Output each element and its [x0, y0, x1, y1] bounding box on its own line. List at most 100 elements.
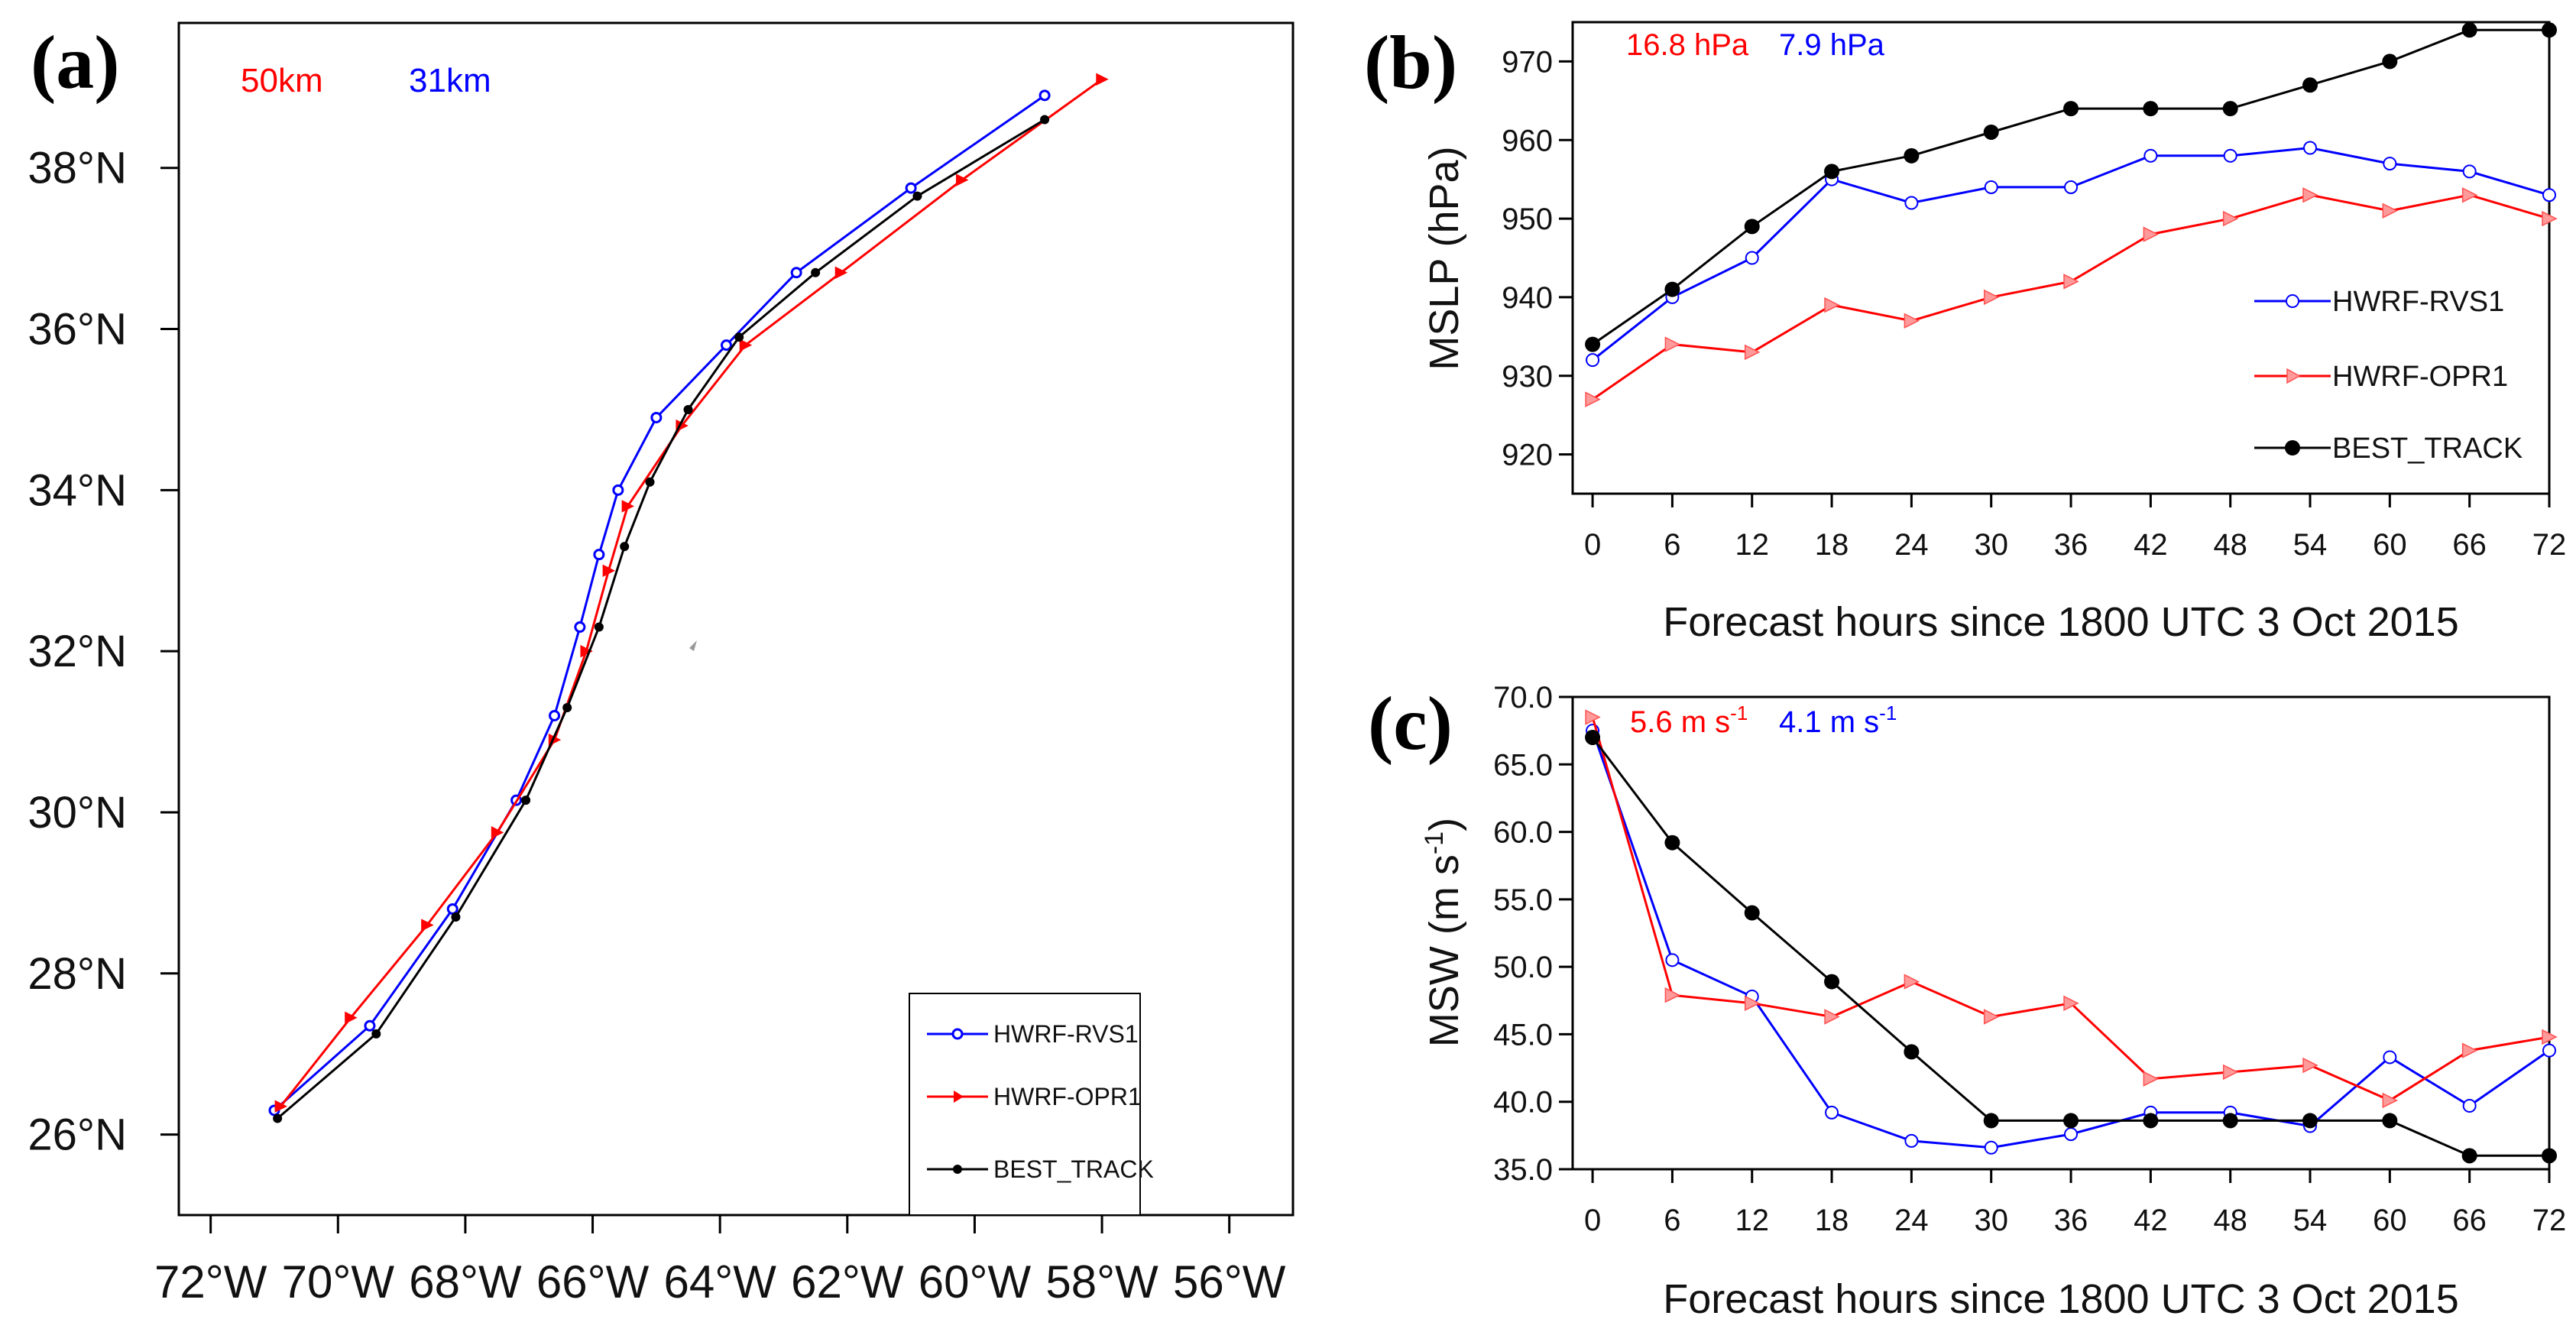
y-tick-label-36-n: 36°N	[28, 305, 127, 355]
y-tick-label-930: 930	[1502, 360, 1553, 394]
point-best-track-30	[1983, 124, 1999, 140]
series-line-best-track	[1591, 737, 2549, 1157]
point-hwrf-opr1-72	[2542, 210, 2558, 227]
x-tick-label-62-w: 62°W	[791, 1256, 904, 1308]
point-hwrf-rvs1-8	[650, 411, 663, 423]
point-hwrf-opr1-12	[1744, 995, 1761, 1012]
point-best-track-5	[594, 622, 604, 632]
x-tick-label-56-w: 56°W	[1173, 1256, 1286, 1308]
y-tick-label-50-0: 50.0	[1493, 951, 1553, 984]
point-hwrf-opr1-66	[2461, 1042, 2478, 1058]
panel-c-x-axis-title: Forecast hours since 1800 UTC 3 Oct 2015	[1663, 1276, 2459, 1322]
point-hwrf-rvs1-60	[2383, 157, 2397, 171]
x-tick-label-24: 24	[1894, 1204, 1929, 1237]
legend-label-opr1: HWRF-OPR1	[993, 1083, 1142, 1110]
x-tick-label-72: 72	[2532, 528, 2567, 562]
point-hwrf-rvs1-36	[2064, 180, 2079, 194]
legend-marker-opr1	[2286, 368, 2301, 384]
point-best-track-42	[2143, 1113, 2159, 1129]
point-best-track-24	[1904, 1044, 1920, 1060]
point-best-track-8	[683, 404, 693, 414]
x-tick-label-12: 12	[1735, 1204, 1769, 1237]
legend-marker-rvs1	[2286, 294, 2299, 308]
point-best-track-66	[2461, 1148, 2477, 1164]
point-best-track-54	[2302, 1113, 2318, 1129]
legend-box	[909, 993, 1141, 1216]
point-best-track-1	[371, 1029, 381, 1039]
x-tick-label-48: 48	[2213, 1204, 2247, 1237]
point-best-track-9	[734, 332, 744, 342]
point-hwrf-opr1-18	[1824, 297, 1840, 313]
x-tick-label-30: 30	[1974, 528, 2008, 562]
point-best-track-30	[1983, 1113, 1999, 1129]
point-best-track-6	[1664, 835, 1680, 851]
point-best-track-6	[1664, 281, 1680, 297]
panel-b-x-axis: 0 6 12 18 24 30 36 42 48 54 60 66 72	[1584, 494, 2566, 562]
point-hwrf-rvs1-42	[2143, 148, 2158, 163]
point-hwrf-opr1-30	[1983, 1009, 2000, 1025]
x-tick-label-72: 72	[2532, 1204, 2567, 1237]
x-tick-label-6: 6	[1664, 528, 1680, 562]
point-hwrf-rvs1-72	[2542, 188, 2556, 203]
x-tick-label-60: 60	[2373, 528, 2407, 562]
point-hwrf-opr1-0	[274, 1100, 287, 1113]
x-tick-label-66: 66	[2452, 1204, 2487, 1237]
point-best-track-11	[912, 191, 922, 201]
point-hwrf-opr1-72	[2542, 1029, 2558, 1045]
point-best-track-0	[1585, 336, 1601, 352]
legend-label-rvs1: HWRF-RVS1	[993, 1020, 1139, 1048]
point-hwrf-opr1-48	[2222, 1064, 2239, 1081]
point-hwrf-opr1-36	[2063, 274, 2079, 290]
panel-b-series	[1585, 22, 2558, 407]
point-best-track-12	[1040, 115, 1050, 125]
point-best-track-0	[273, 1113, 283, 1123]
panel-a-y-axis: 26°N 28°N 30°N 32°N 34°N 36°N 38°N	[28, 144, 179, 1160]
point-best-track-72	[2542, 1148, 2557, 1164]
point-hwrf-rvs1-12	[1745, 251, 1759, 265]
point-best-track-6	[620, 542, 630, 552]
point-hwrf-rvs1-48	[2223, 148, 2237, 163]
legend-marker-rvs1	[951, 1028, 964, 1040]
legend-label-rvs1: HWRF-RVS1	[2332, 286, 2504, 318]
x-tick-label-60-w: 60°W	[919, 1256, 1032, 1308]
point-hwrf-opr1-60	[2382, 1092, 2399, 1109]
panel-a-x-axis: 72°W 70°W 68°W 66°W 64°W 62°W 60°W 58°W 56°W	[154, 1215, 1286, 1308]
series-line-hwrf-opr1	[1591, 717, 2550, 1102]
point-hwrf-rvs1-6	[1665, 953, 1680, 967]
panel-c-series	[1585, 709, 2558, 1164]
point-best-track-66	[2461, 22, 2477, 38]
point-hwrf-rvs1-30	[1984, 1140, 1998, 1155]
annotation-4-1-ms: 4.1 m s-1	[1779, 702, 1897, 739]
point-best-track-12	[1744, 219, 1760, 235]
point-hwrf-opr1-18	[1824, 1009, 1840, 1025]
y-tick-label-38-n: 38°N	[28, 144, 127, 193]
x-tick-label-58-w: 58°W	[1045, 1256, 1158, 1308]
legend-label-best: BEST_TRACK	[2332, 433, 2523, 465]
point-hwrf-opr1-24	[1904, 313, 1920, 329]
annotation-31km: 31km	[409, 62, 491, 99]
point-hwrf-opr1-12	[1096, 73, 1109, 86]
x-tick-label-0: 0	[1584, 1204, 1601, 1237]
y-tick-label-32-n: 32°N	[28, 627, 127, 676]
point-hwrf-opr1-5	[580, 644, 593, 658]
annotation-50km: 50km	[241, 62, 323, 99]
x-tick-label-36: 36	[2054, 528, 2088, 562]
point-hwrf-opr1-66	[2461, 187, 2478, 203]
point-hwrf-rvs1-12	[1039, 89, 1051, 102]
series-line-hwrf-rvs1	[274, 94, 1045, 1112]
series-line-hwrf-opr1	[280, 78, 1103, 1107]
point-best-track-18	[1824, 974, 1840, 990]
point-hwrf-rvs1-66	[2462, 1099, 2477, 1113]
panel-c-x-axis: 0 6 12 18 24 30 36 42 48 54 60 66 72	[1584, 1169, 2566, 1237]
legend-marker-best	[953, 1165, 962, 1174]
point-hwrf-rvs1-36	[2064, 1127, 2079, 1142]
y-tick-label-60-0: 60.0	[1493, 816, 1553, 850]
point-hwrf-opr1-42	[2143, 1071, 2160, 1087]
panel-b-x-axis-title: Forecast hours since 1800 UTC 3 Oct 2015	[1663, 599, 2459, 645]
x-tick-label-30: 30	[1974, 1204, 2008, 1237]
x-tick-label-42: 42	[2134, 1204, 2168, 1237]
point-hwrf-rvs1-10	[790, 267, 802, 279]
annotation-7-9-hpa: 7.9 hPa	[1779, 28, 1885, 62]
point-hwrf-opr1-60	[2382, 203, 2399, 219]
